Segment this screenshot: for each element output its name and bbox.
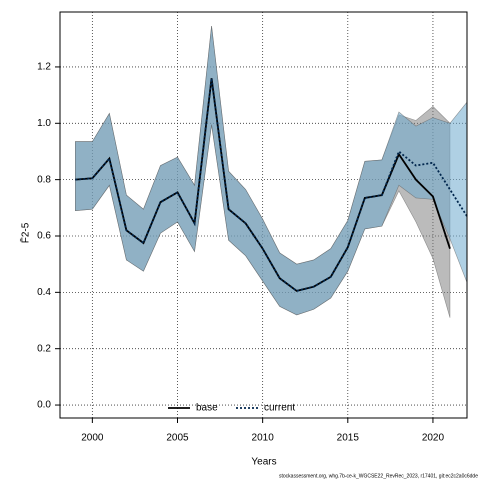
y-tick-label: 0.4 xyxy=(37,287,51,298)
y-tick-label: 1.2 xyxy=(37,62,51,73)
x-tick-label: 2020 xyxy=(422,433,445,444)
series-line xyxy=(75,78,468,292)
y-tick-label: 1.0 xyxy=(37,118,51,129)
legend-label: current xyxy=(264,403,295,414)
x-tick-label: 2015 xyxy=(337,433,360,444)
plot-frame xyxy=(59,11,468,419)
legend-label: base xyxy=(196,403,218,414)
confidence-band xyxy=(75,26,468,316)
y-tick-label: 0.6 xyxy=(37,231,51,242)
x-axis-label: Years xyxy=(251,457,276,468)
y-tick-label: 0.0 xyxy=(37,400,51,411)
x-tick-label: 2010 xyxy=(252,433,275,444)
y-tick-label: 0.8 xyxy=(37,174,51,185)
y-axis-label: F̄2-5 xyxy=(19,222,32,243)
y-tick-label: 0.2 xyxy=(37,343,51,354)
x-tick-label: 2005 xyxy=(166,433,189,444)
footnote: stockassessment.org, whg.7b-ce-k_WGCSE22… xyxy=(279,473,478,479)
x-tick-label: 2000 xyxy=(81,433,104,444)
